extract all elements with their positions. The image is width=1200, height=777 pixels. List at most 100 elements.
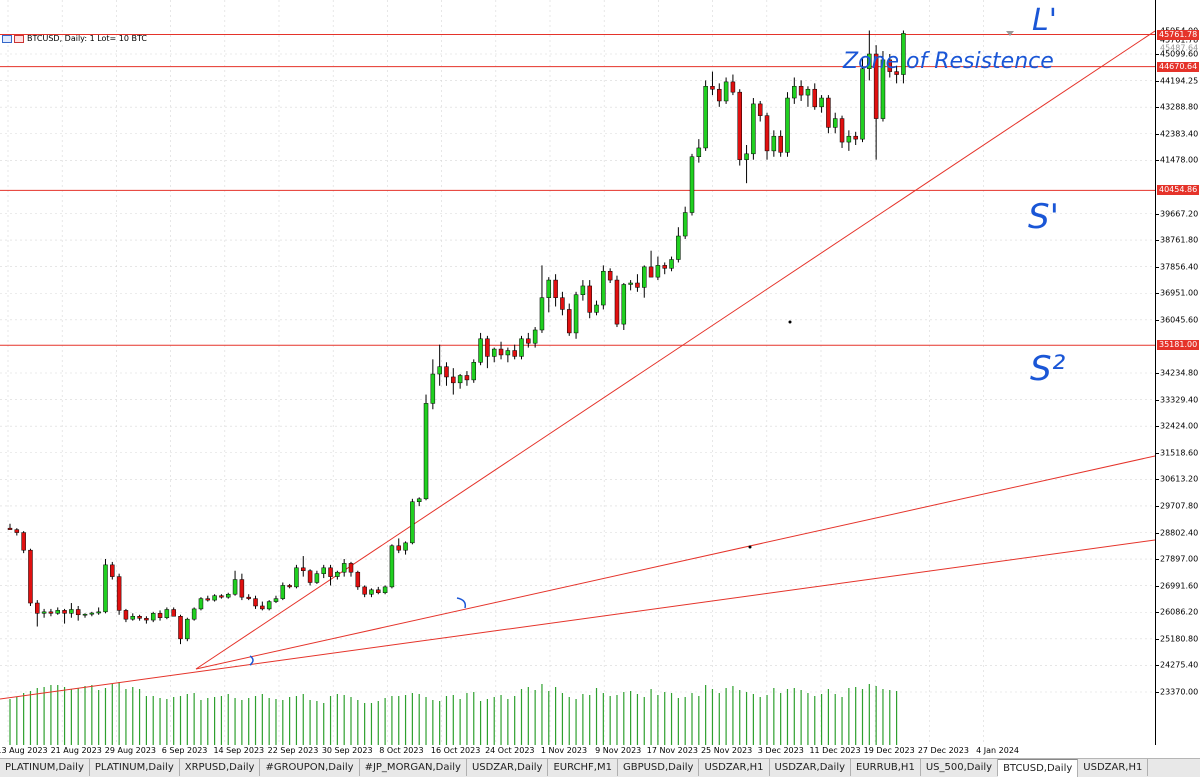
candle <box>846 130 852 151</box>
candle <box>798 80 804 101</box>
price-label: 23370.00 <box>1160 687 1199 697</box>
candle <box>301 556 306 577</box>
chart-tab[interactable]: US_500,Daily <box>921 759 999 776</box>
candle-bear-body <box>826 97 831 128</box>
candle <box>737 89 742 166</box>
candle-bull-body <box>389 545 395 588</box>
time-label: 9 Nov 2023 <box>595 746 642 755</box>
candle-bear-body <box>348 563 354 573</box>
candle-bear-body <box>396 545 401 551</box>
candle-bull-body <box>103 564 108 613</box>
candle <box>41 608 47 618</box>
time-label: 29 Aug 2023 <box>104 746 157 755</box>
chart-tab[interactable]: BTCUSD,Daily <box>998 759 1079 777</box>
candle <box>382 585 388 595</box>
zone-of-resistance-annotation: Zone of Resistence <box>842 49 1054 74</box>
candle <box>307 569 313 586</box>
price-tick <box>1156 133 1159 135</box>
candle-bull-body <box>805 88 811 96</box>
candle-bull-body <box>751 103 756 155</box>
support-s2-annotation: S² <box>1030 349 1066 389</box>
trade-icon <box>14 34 24 43</box>
candle-bull-body <box>580 285 586 295</box>
time-label: 8 Oct 2023 <box>379 746 424 755</box>
price-scale[interactable]: 45099.60 44194.25 43288.80 42383.40 41478.00… <box>1155 0 1200 745</box>
candle <box>96 607 101 615</box>
candle-bull-body <box>198 598 204 610</box>
candle <box>246 594 251 601</box>
candle-bull-body <box>41 611 47 614</box>
candle <box>239 573 245 601</box>
trendline-anchor <box>748 545 752 549</box>
chart-tab[interactable]: XRPUSD,Daily <box>180 759 261 776</box>
chart-tab[interactable]: PLATINUM,Daily <box>90 759 180 776</box>
price-tick <box>1156 213 1159 215</box>
touch-mark-icon <box>456 597 467 609</box>
candle <box>601 265 606 310</box>
candle <box>35 600 40 627</box>
candle-bear-body <box>717 88 722 102</box>
chart-tab[interactable]: PLATINUM,Daily <box>0 759 90 776</box>
candle-bull-body <box>682 212 688 237</box>
candle-bear-body <box>560 297 565 310</box>
candle <box>894 65 899 84</box>
chart-tab[interactable]: USDZAR,Daily <box>770 759 852 776</box>
candle <box>328 564 333 586</box>
candle <box>410 498 415 545</box>
chart-tab[interactable]: USDZAR,H1 <box>1078 759 1149 776</box>
candle <box>491 347 497 363</box>
candle <box>744 145 749 184</box>
candle-bull-body <box>294 567 299 588</box>
candle <box>553 274 558 307</box>
price-label: 30613.20 <box>1160 474 1199 484</box>
chart-icon <box>2 34 12 43</box>
candle <box>55 607 60 615</box>
chart-tab[interactable]: #JP_MORGAN,Daily <box>360 759 467 776</box>
candle-bull-body <box>185 618 190 640</box>
candle <box>669 256 674 272</box>
candle <box>485 335 490 369</box>
candle <box>614 275 620 328</box>
chart-tab[interactable]: EURCHF,M1 <box>548 759 618 776</box>
candle <box>164 607 170 620</box>
candle <box>873 45 879 160</box>
candle <box>887 53 893 78</box>
candle <box>219 594 224 599</box>
price-tick <box>1156 585 1159 587</box>
candle <box>89 611 95 617</box>
touch-mark-icon <box>249 655 254 666</box>
candle-bear-body <box>362 586 367 595</box>
candle <box>757 100 763 122</box>
chart-tab[interactable]: GBPUSD,Daily <box>618 759 700 776</box>
price-tick <box>1156 479 1159 481</box>
candle <box>416 497 422 507</box>
chart-area[interactable]: Zone of Resistence L' S' S² BTCUSD, Dail… <box>0 0 1155 745</box>
price-label: 44194.25 <box>1160 76 1199 86</box>
candle-bull-body <box>669 259 674 269</box>
candle <box>137 614 142 621</box>
candle-bear-body <box>464 375 470 381</box>
candle-bull-body <box>369 589 374 595</box>
trendline-mid <box>195 455 1155 670</box>
chart-tab[interactable]: USDZAR,Daily <box>467 759 549 776</box>
candle <box>355 570 361 590</box>
price-tick <box>1156 638 1159 640</box>
candle-bear-body <box>246 596 251 599</box>
candle-bear-body <box>123 610 129 620</box>
candle <box>82 613 88 618</box>
chart-tab[interactable]: USDZAR,H1 <box>699 759 770 776</box>
candle-bull-body <box>519 338 524 357</box>
price-label: 45761.78 <box>1160 35 1199 45</box>
candle <box>751 98 756 160</box>
candle-bull-body <box>266 601 272 610</box>
chart-tab[interactable]: EURRUB,H1 <box>851 759 921 776</box>
price-level-label: 35181.00 <box>1157 340 1200 351</box>
candle-bear-body <box>526 338 531 344</box>
candle-bull-body <box>437 366 442 375</box>
chart-tab[interactable]: #GROUPON,Daily <box>260 759 360 776</box>
candle-bear-body <box>873 53 879 119</box>
price-chart[interactable]: Zone of Resistence L' S' S² <box>0 0 1155 745</box>
candle-bear-body <box>137 615 142 619</box>
candle-bear-body <box>853 135 858 140</box>
candle <box>498 341 504 360</box>
